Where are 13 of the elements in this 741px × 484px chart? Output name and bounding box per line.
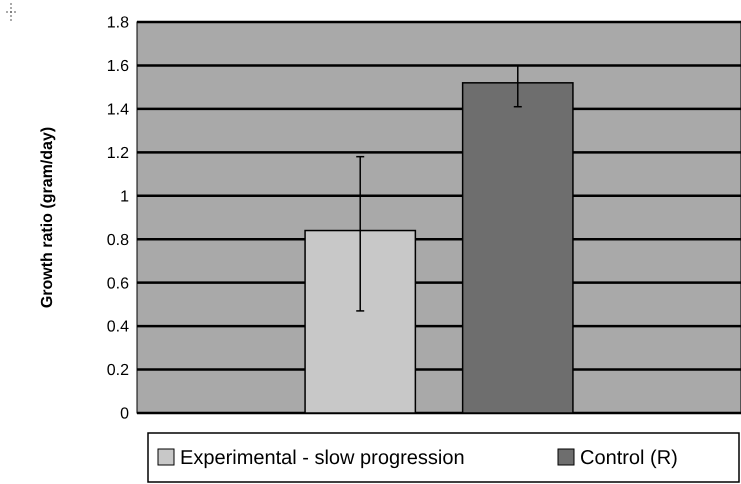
y-tick-label: 1.6 [106,58,130,76]
legend-label: Control (R) [580,447,678,469]
y-tick-label: 0 [120,406,130,423]
y-axis-title: Growth ratio (gram/day) [39,126,56,308]
y-tick-label: 0.2 [106,362,130,380]
y-tick-label: 1 [120,188,130,206]
y-tick-label: 0.6 [106,275,130,292]
y-tick-label: 1.2 [106,144,130,162]
y-tick-label: 1.4 [106,101,130,118]
y-tick-label: 1.8 [106,14,130,32]
y-tick-label: 0.4 [106,318,130,336]
legend-label: Experimental - slow progression [180,447,465,469]
y-tick-label: 0.8 [106,232,130,249]
